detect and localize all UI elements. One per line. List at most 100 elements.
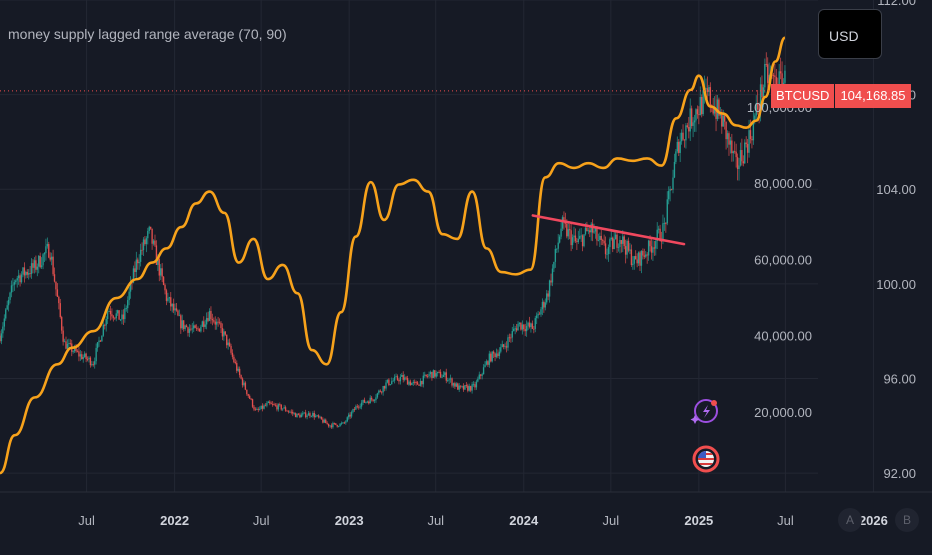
candle-body — [124, 308, 125, 319]
candle-body — [727, 133, 728, 139]
candle-body — [304, 412, 305, 413]
candle-body — [318, 415, 319, 417]
candle-body — [665, 223, 666, 224]
candle-body — [606, 254, 607, 255]
candle-body — [213, 320, 214, 321]
candle-body — [694, 120, 695, 122]
candle-body — [196, 328, 197, 329]
candle-body — [602, 240, 603, 241]
indicator-title[interactable]: money supply lagged range average (70, 9… — [8, 26, 287, 42]
candle-body — [232, 353, 233, 357]
candle-body — [634, 256, 635, 264]
candle-body — [88, 358, 89, 359]
candle-body — [166, 290, 167, 301]
candle-body — [223, 331, 224, 336]
candle-body — [408, 382, 409, 385]
candle-body — [361, 403, 362, 407]
candle-body — [200, 327, 201, 332]
candle-body — [295, 413, 296, 417]
candle-body — [272, 404, 273, 405]
candle-body — [573, 236, 574, 238]
candle-body — [493, 352, 494, 354]
auto-scale-button[interactable]: A — [838, 508, 862, 532]
candle-body — [555, 249, 556, 262]
candle-body — [616, 235, 617, 248]
candle-body — [392, 381, 393, 382]
candle-body — [35, 260, 36, 269]
candle-body — [293, 413, 294, 414]
time-axis-tick-label: 2023 — [335, 513, 364, 528]
candle-body — [601, 236, 602, 240]
candle-body — [632, 264, 633, 265]
candle-body — [682, 133, 683, 140]
candle-body — [54, 274, 55, 281]
series — [0, 38, 785, 473]
candle-body — [692, 122, 693, 126]
candle-body — [246, 390, 247, 394]
candle-body — [481, 374, 482, 376]
candle-body — [491, 352, 492, 362]
candle-body — [19, 275, 20, 282]
candle-body — [390, 384, 391, 385]
candle-body — [522, 325, 523, 330]
time-axis-tick-label: Jul — [777, 513, 794, 528]
candle-body — [479, 375, 480, 379]
candle-body — [357, 406, 358, 407]
candle-body — [652, 247, 653, 252]
scale-mode-button[interactable]: B — [895, 508, 919, 532]
us-flag-icon[interactable] — [694, 447, 718, 471]
candle-body — [519, 323, 520, 324]
candle-body — [514, 328, 515, 329]
candle-body — [91, 364, 92, 365]
candle-body — [730, 140, 731, 144]
candle-body — [6, 305, 7, 309]
candle-body — [263, 405, 264, 408]
candle-body — [750, 130, 751, 139]
candle-body — [197, 329, 198, 330]
candle-body — [457, 384, 458, 390]
candle-body — [250, 399, 251, 400]
candle-body — [351, 412, 352, 416]
candle-body — [483, 367, 484, 374]
candle-body — [440, 372, 441, 378]
candle-body — [5, 309, 6, 318]
candle-body — [271, 403, 272, 404]
candle-body — [347, 417, 348, 421]
candle-body — [490, 354, 491, 362]
candle-body — [433, 370, 434, 378]
candle-body — [605, 243, 606, 254]
candle-body — [345, 421, 346, 422]
candle-body — [282, 408, 283, 409]
candle-body — [260, 406, 261, 409]
candle-body — [580, 235, 581, 236]
candle-body — [572, 237, 573, 245]
candle-body — [176, 308, 177, 310]
flash-icon[interactable] — [691, 400, 718, 424]
candle-body — [55, 282, 56, 290]
currency-button[interactable]: USD — [818, 9, 882, 59]
candle-body — [311, 416, 312, 417]
candle-body — [685, 125, 686, 140]
candle-body — [321, 417, 322, 420]
candle-body — [371, 398, 372, 400]
candle-body — [101, 336, 102, 342]
candle-body — [523, 325, 524, 330]
candle-body — [735, 152, 736, 157]
candle-body — [52, 257, 53, 275]
candle-body — [586, 228, 587, 231]
candle-body — [276, 405, 277, 409]
candle-body — [255, 409, 256, 410]
money-supply-line — [0, 38, 785, 473]
candle-body — [585, 228, 586, 235]
candle-body — [273, 404, 274, 405]
candle-body — [285, 407, 286, 410]
candle-body — [95, 348, 96, 361]
candle-body — [530, 323, 531, 327]
candle-body — [37, 267, 38, 270]
candle-body — [147, 231, 148, 238]
candle-body — [387, 380, 388, 383]
